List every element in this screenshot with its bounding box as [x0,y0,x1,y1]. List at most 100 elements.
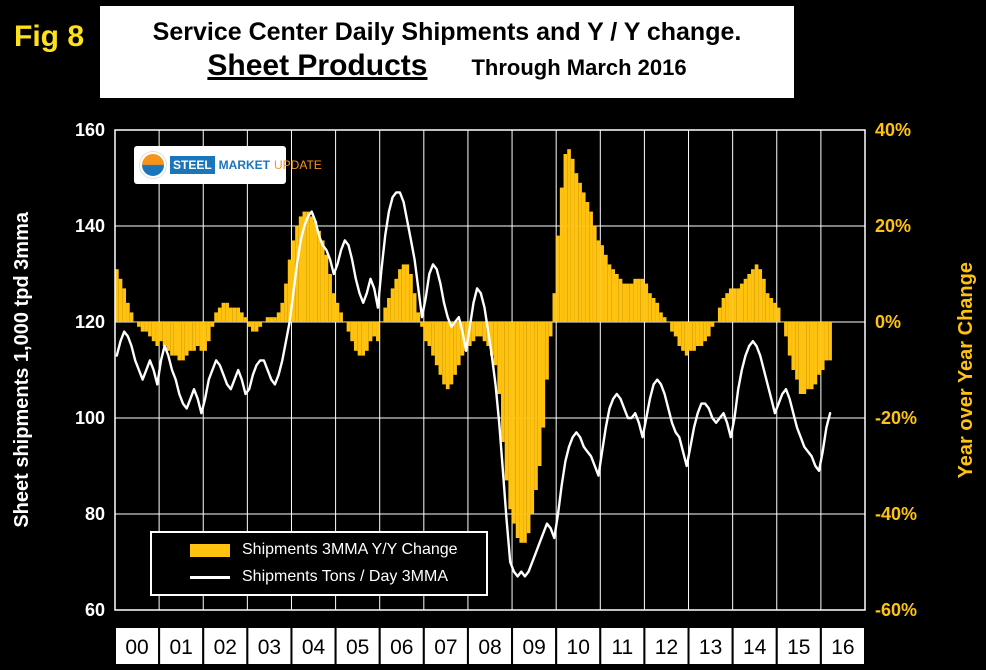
yoy-bar [217,307,222,322]
yoy-bar [383,307,388,322]
year-cell [555,626,602,666]
yoy-bar [232,307,237,322]
right-tick-label: 0% [875,312,901,332]
yoy-bar [629,283,634,322]
yoy-bar [195,322,200,346]
left-tick-label: 140 [75,216,105,236]
yoy-bar [188,322,193,351]
yoy-bar [137,322,141,327]
yoy-bar [471,322,476,342]
yoy-bar [545,322,549,380]
yoy-bar [692,322,696,351]
x-axis-year-strip: 00 01 02 03 04 05 06 07 08 09 10 11 12 13 14 15 16 [114,626,867,666]
yoy-bar [633,278,638,322]
yoy-bar [769,298,774,322]
title-box: Service Center Daily Shipments and Y / Y… [100,6,794,98]
yoy-bar [684,322,689,356]
yoy-bar [710,322,715,327]
yoy-bar [526,322,531,534]
yoy-bar [118,278,123,322]
yoy-bar [806,322,810,390]
yoy-bar [214,312,218,322]
yoy-bar [431,322,435,356]
yoy-bar [530,322,535,514]
yoy-bar [659,312,663,322]
yoy-bar [574,173,579,322]
yoy-bar [751,269,755,322]
yoy-bar [302,211,307,322]
right-axis-title-wrap: Year over Year Change [946,130,986,610]
yoy-bar [740,283,744,322]
yoy-bar [721,298,726,322]
legend-row-line: Shipments Tons / Day 3MMA [190,568,486,586]
yoy-bar [353,322,358,351]
yoy-bar [254,322,259,332]
legend-box: Shipments 3MMA Y/Y Change Shipments Tons… [150,531,488,596]
chart-subtitle: Sheet Products Through March 2016 [100,49,794,83]
yoy-bar [512,322,516,524]
yoy-bar [449,322,454,385]
yoy-bar [173,322,178,356]
yoy-bar [453,322,457,375]
yoy-bar [725,293,729,322]
yoy-bar [445,322,450,390]
yoy-bar [225,302,229,322]
yoy-bar [273,317,277,322]
yoy-bar [699,322,704,346]
legend-line-label: Shipments Tons / Day 3MMA [242,568,449,585]
yoy-bar [115,269,119,322]
yoy-bar [295,226,299,322]
yoy-bar [328,274,332,322]
yoy-bar [346,322,351,332]
yoy-bar [743,278,748,322]
yoy-bar [670,322,674,332]
plot-border [114,129,866,611]
yoy-bar [688,322,693,351]
yoy-bar [122,288,127,322]
yoy-bar [460,322,465,356]
chart-subtitle-period: Through March 2016 [471,55,687,80]
yoy-bar [140,322,145,332]
yoy-bar [236,307,240,322]
year-label: 10 [567,636,590,659]
logo-word-market: MARKET [218,158,270,172]
left-tick-label: 100 [75,408,105,428]
yoy-bar [456,322,461,366]
chart-subtitle-product: Sheet Products [207,49,428,82]
yoy-bar [567,149,571,322]
legend-bar-swatch-icon [190,543,230,557]
smu-emblem-icon [140,152,166,178]
yoy-bar [622,283,627,322]
right-tick-label: 40% [875,120,911,140]
yoy-bar [228,307,233,322]
yoy-bar [298,216,303,322]
yoy-bar [306,211,310,322]
yoy-bar [758,269,763,322]
year-label: 09 [522,636,545,659]
yoy-bar [177,322,182,361]
yoy-bar [651,298,656,322]
yoy-bar [570,158,575,322]
yoy-bar [276,312,281,322]
logo-word-steel: STEEL [170,156,215,174]
yoy-bar [280,302,285,322]
yoy-bar [324,254,329,322]
yoy-bar [401,264,406,322]
yoy-bar [339,312,343,322]
yoy-bar [361,322,365,356]
yoy-bar [184,322,189,356]
yoy-bar [813,322,818,385]
yoy-bar [548,322,553,337]
year-label: 05 [346,636,369,659]
year-cell [599,626,646,666]
left-axis-title-wrap: Sheet shipments 1,000 tpd 3mma [0,130,44,610]
right-axis-title: Year over Year Change [954,261,977,479]
yoy-bar [817,322,821,375]
yoy-bar [148,322,152,337]
yoy-bar [159,322,163,342]
yoy-bar [501,322,505,442]
yoy-bar [357,322,362,356]
yoy-bar [412,293,417,322]
yoy-bar [221,302,226,322]
